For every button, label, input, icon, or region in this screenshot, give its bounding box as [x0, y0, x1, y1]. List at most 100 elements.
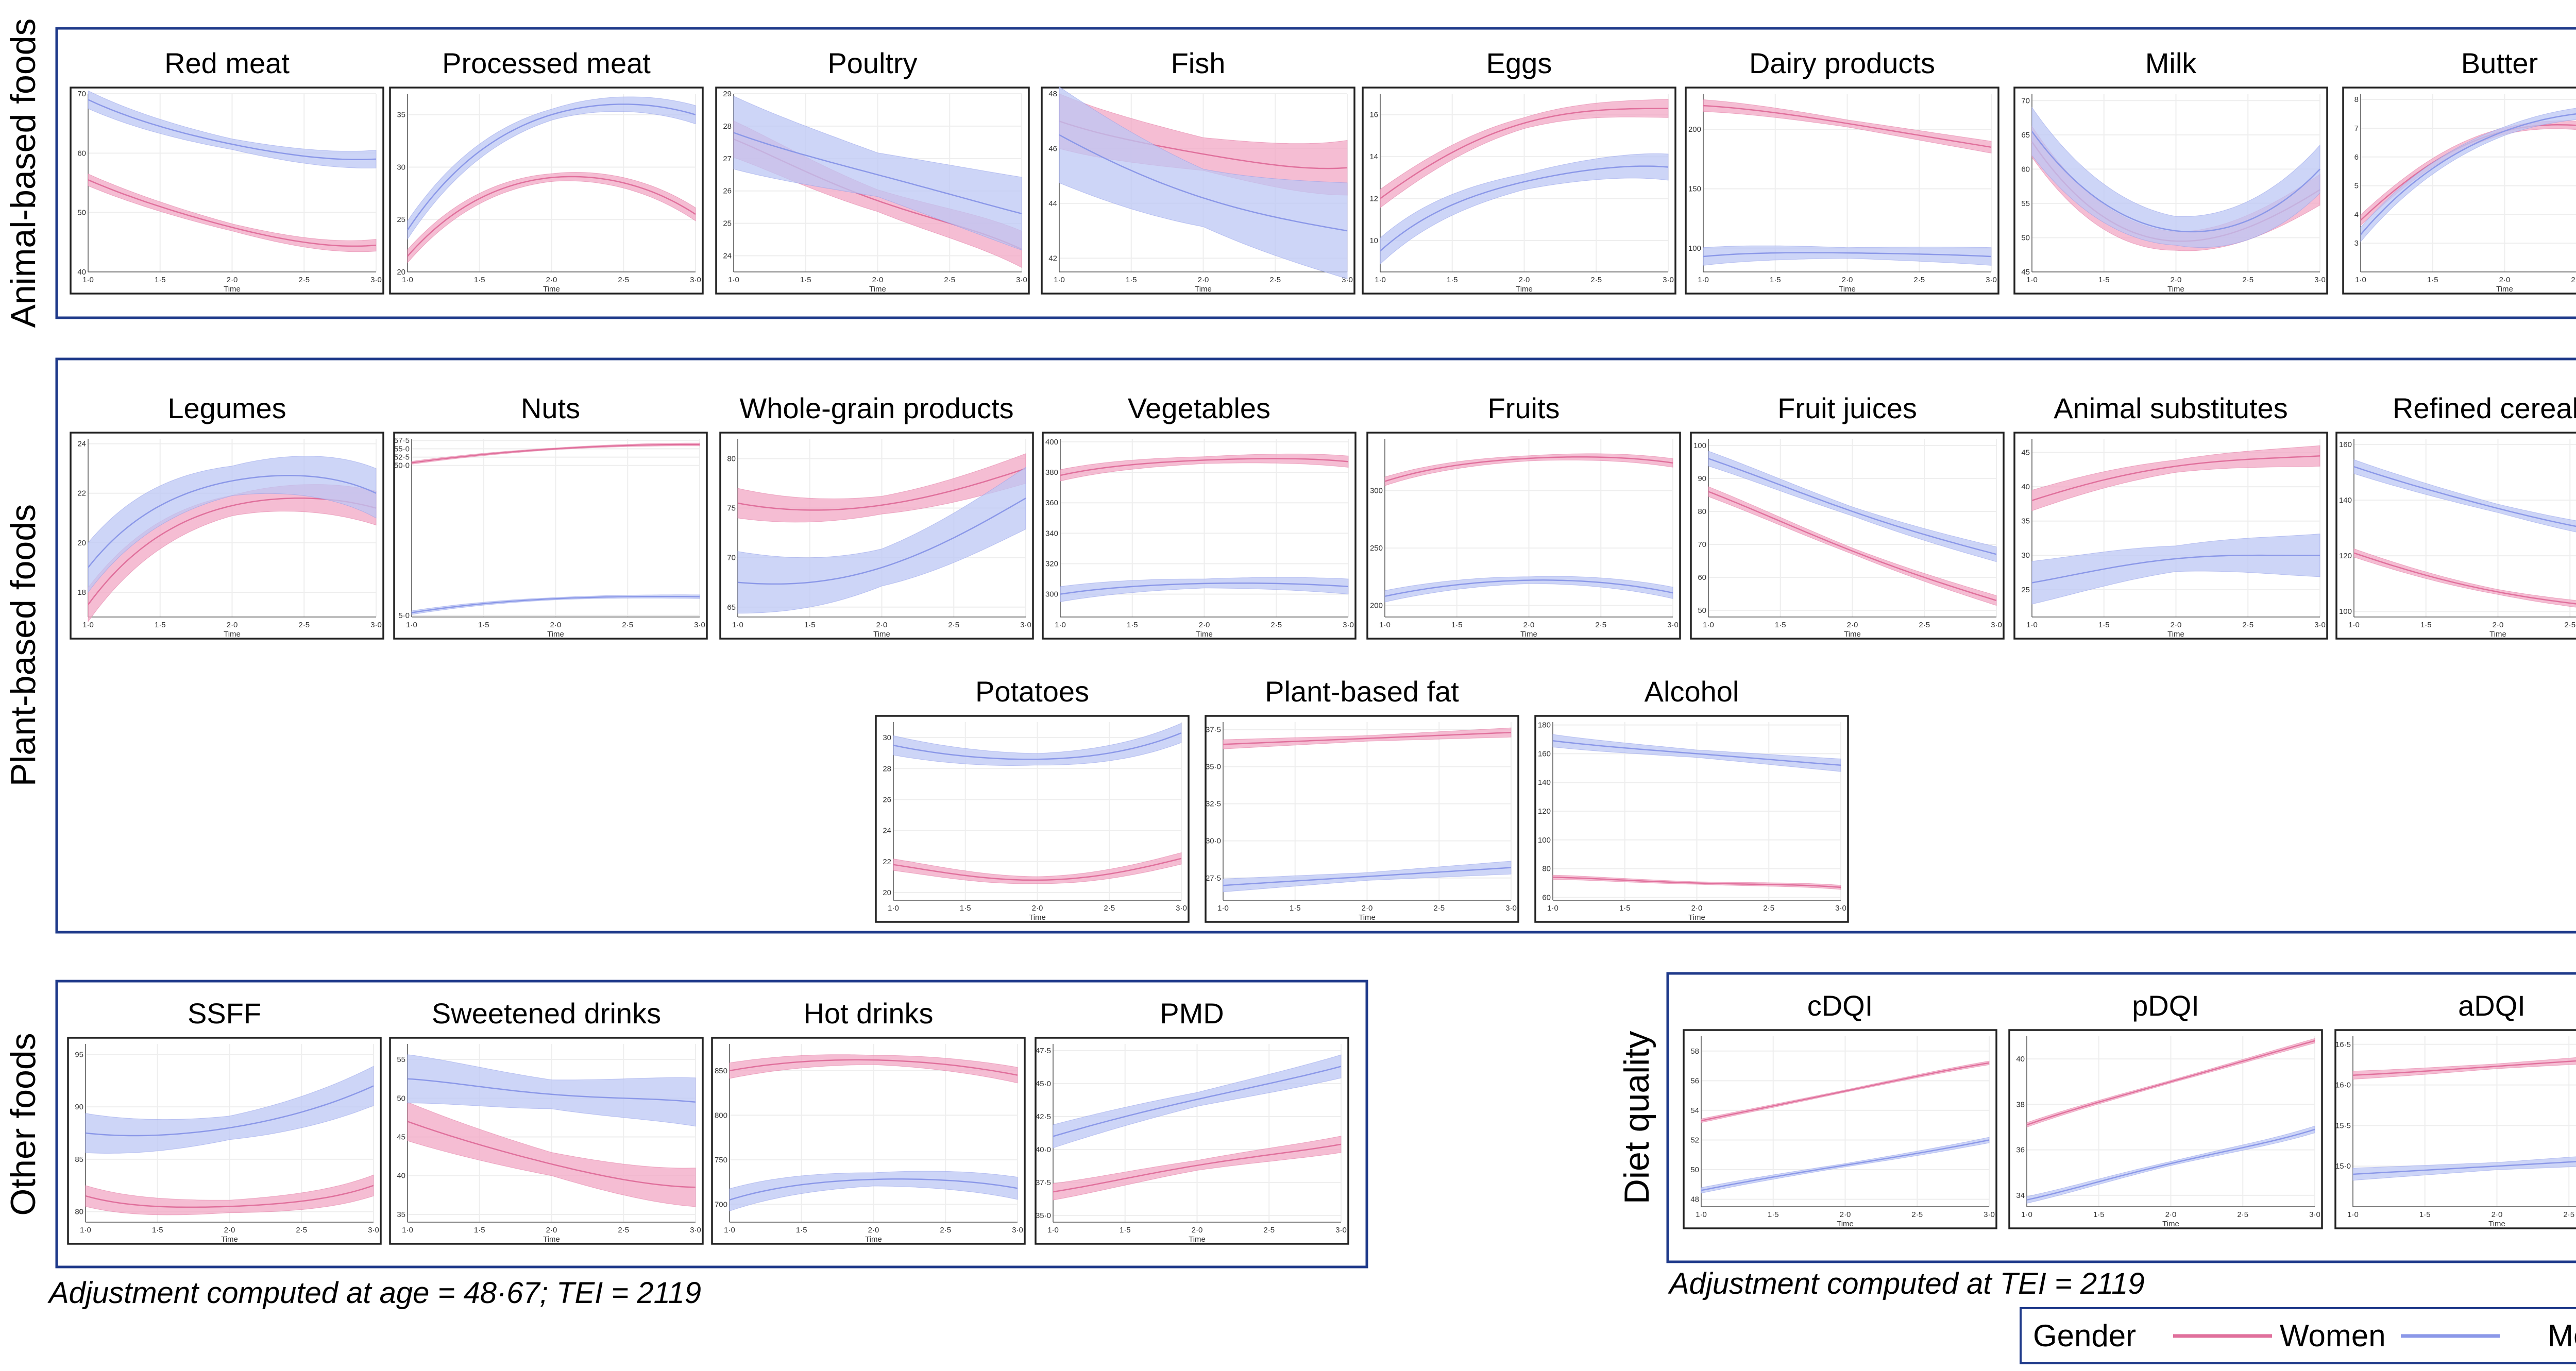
group-frame-animal	[55, 27, 2576, 319]
x-tick-label: 1·5	[1775, 621, 1786, 629]
x-tick-label: 1·0	[2355, 276, 2366, 284]
chart-title: Poultry	[827, 47, 917, 79]
chart-title: Plant-based fat	[1265, 675, 1459, 708]
x-tick-label: 2·0	[546, 276, 557, 284]
series-line-women	[1384, 456, 1673, 482]
y-tick-label: 320	[1045, 559, 1058, 568]
y-tick-label: 36	[2016, 1146, 2025, 1155]
x-tick-label: 1·5	[474, 276, 485, 284]
chart-title: Animal substitutes	[2054, 392, 2287, 424]
y-tick-label: 85	[75, 1155, 83, 1164]
y-tick-label: 30·0	[1206, 837, 1221, 846]
y-tick-label: 100	[2339, 607, 2352, 616]
y-tick-label: 54	[1690, 1106, 1699, 1115]
x-tick-label: 2·5	[1919, 621, 1930, 629]
plot-frame	[2335, 432, 2576, 640]
x-tick-label: 2·0	[1847, 621, 1858, 629]
y-tick-label: 56	[1690, 1076, 1699, 1085]
y-tick-label: 35·0	[1206, 763, 1221, 772]
x-axis-label: Time	[543, 285, 560, 294]
chart-title: Hot drinks	[803, 997, 933, 1030]
y-tick-label: 8	[2354, 95, 2359, 104]
x-tick-label: 1·5	[1126, 276, 1137, 284]
y-tick-label: 30	[397, 163, 405, 172]
y-tick-label: 28	[883, 764, 891, 773]
y-tick-label: 25	[2021, 586, 2030, 594]
series-line-men	[411, 595, 700, 613]
x-axis-label: Time	[2489, 630, 2506, 639]
chart-whole-grain-products: Whole-grain products 65 70 75 80 1·0 1·5 2·0 2·5…	[719, 392, 1034, 640]
chart-animal-substitutes: Animal substitutes 25 30 35 40 45 1·0 1·5 2·0 2·5…	[2013, 392, 2328, 640]
y-tick-label: 45	[397, 1133, 405, 1142]
series-line-men	[2026, 1128, 2315, 1201]
y-tick-label: 100	[1693, 441, 1706, 450]
series-line-women	[1552, 877, 1841, 888]
x-tick-label: 1·5	[1120, 1226, 1131, 1235]
x-axis-label: Time	[2496, 285, 2513, 294]
y-tick-label: 200	[1370, 602, 1383, 610]
x-tick-label: 1·0	[2021, 1210, 2032, 1219]
series-line-men	[1059, 134, 1348, 232]
x-axis-label: Time	[1195, 285, 1212, 294]
y-tick-label: 28	[723, 122, 732, 131]
x-tick-label: 3·0	[1986, 276, 1997, 284]
x-axis-label: Time	[1688, 913, 1705, 922]
series-line-men	[2353, 466, 2576, 527]
chart-title: PMD	[1160, 997, 1224, 1030]
ci-band-men	[893, 723, 1182, 766]
ci-band-women	[2031, 445, 2320, 511]
y-tick-label: 26	[723, 187, 732, 196]
x-tick-label: 2·5	[1269, 276, 1281, 284]
chart-eggs: Eggs 10 12 14 16 1·0 1·5 2·0 2·5 3·0 Time	[1362, 47, 1676, 295]
series-line-men	[729, 1178, 1018, 1201]
y-tick-label: 47·5	[1036, 1047, 1051, 1055]
series-line-men	[1384, 579, 1673, 597]
x-tick-label: 2·5	[2564, 621, 2575, 629]
x-tick-label: 2·5	[1270, 621, 1282, 629]
y-tick-label: 24	[77, 440, 86, 449]
y-tick-label: 46	[1048, 144, 1057, 153]
x-axis-label: Time	[224, 630, 241, 639]
chart-potatoes: Potatoes 20 22 24 26 28 30 1·0 1·5 2·0 2·5 3·0 Time	[875, 675, 1190, 923]
plot-frame	[2008, 1029, 2323, 1229]
series-line-women	[893, 858, 1182, 881]
chart-title: Nuts	[521, 392, 580, 424]
x-tick-label: 1·5	[1619, 904, 1631, 913]
y-tick-label: 40	[397, 1172, 405, 1180]
chart-title: pDQI	[2132, 989, 2199, 1022]
x-axis-label: Time	[1520, 630, 1537, 639]
x-tick-label: 3·0	[1176, 904, 1187, 913]
ci-band-men	[85, 1066, 374, 1154]
y-tick-label: 45·0	[1036, 1079, 1051, 1088]
series-line-women	[1703, 105, 1992, 148]
x-tick-label: 1·5	[2427, 276, 2438, 284]
ci-band-women	[85, 1174, 374, 1215]
series-line-men	[1380, 165, 1669, 252]
y-tick-label: 52·5	[394, 453, 410, 462]
series-line-women	[1060, 458, 1349, 476]
x-tick-label: 2·5	[618, 1226, 629, 1235]
group-label-diet-quality: Diet quality	[1617, 1031, 1656, 1204]
note-diet-quality: Adjustment computed at TEI = 2119	[1668, 1267, 2145, 1300]
y-tick-label: 22	[77, 489, 86, 498]
x-tick-label: 1·5	[1451, 621, 1463, 629]
ci-band-men	[729, 1171, 1018, 1212]
chart-fruits: Fruits 200 250 300 1·0 1·5 2·0 2·5 3·0 Time	[1366, 392, 1681, 640]
x-tick-label: 2·5	[1911, 1210, 1923, 1219]
x-axis-label: Time	[1844, 630, 1861, 639]
chart-title: Butter	[2461, 47, 2538, 79]
y-tick-label: 90	[75, 1103, 83, 1111]
ci-band-men	[737, 467, 1026, 614]
x-tick-label: 1·0	[724, 1226, 735, 1235]
series-line-men	[737, 498, 1026, 585]
x-tick-label: 1·5	[1770, 276, 1781, 284]
x-axis-label: Time	[1359, 913, 1376, 922]
plot-frame	[393, 432, 708, 640]
x-tick-label: 2·0	[1691, 904, 1703, 913]
y-tick-label: 15·0	[2335, 1162, 2351, 1171]
series-line-women	[2352, 1060, 2576, 1076]
